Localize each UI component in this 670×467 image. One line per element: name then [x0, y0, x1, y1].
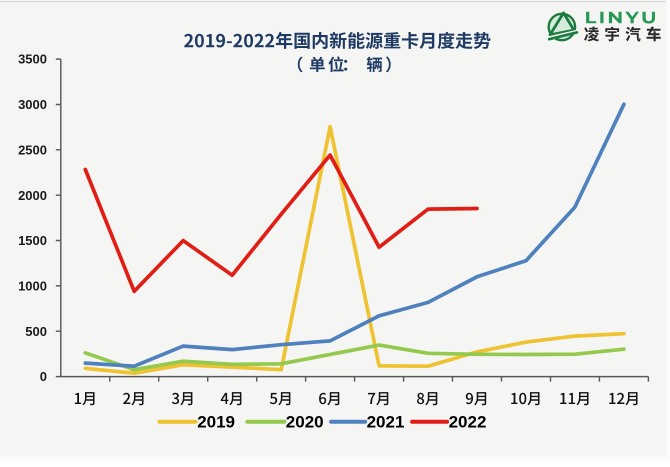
svg-text:2019: 2019 — [197, 412, 235, 431]
svg-text:0: 0 — [40, 369, 47, 384]
svg-text:1000: 1000 — [18, 279, 47, 294]
svg-text:2021: 2021 — [367, 412, 405, 431]
svg-text:2022: 2022 — [449, 412, 487, 431]
svg-text:3500: 3500 — [18, 52, 47, 67]
svg-text:500: 500 — [25, 324, 47, 339]
svg-text:2500: 2500 — [18, 142, 47, 157]
svg-text:3000: 3000 — [18, 97, 47, 112]
svg-text:2000: 2000 — [18, 188, 47, 203]
svg-text:1500: 1500 — [18, 233, 47, 248]
svg-text:2020: 2020 — [286, 412, 324, 431]
